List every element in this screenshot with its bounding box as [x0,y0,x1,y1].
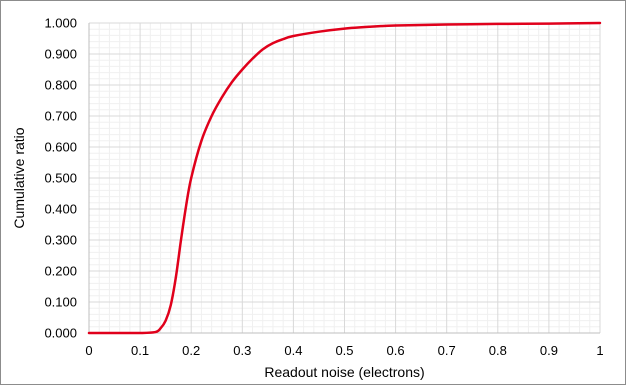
x-tick-label: 0.7 [438,343,456,358]
x-tick-label: 0.3 [233,343,251,358]
x-tick-label: 1 [596,343,603,358]
y-tick-label: 0.700 [44,109,77,124]
x-tick-label: 0.9 [540,343,558,358]
x-tick-label: 0.4 [284,343,302,358]
y-tick-label: 1.000 [44,16,77,31]
x-tick-label: 0.1 [131,343,149,358]
series-layer [87,21,602,335]
x-tick-label: 0.2 [182,343,200,358]
grid [89,22,601,333]
series-line-0 [87,21,602,335]
y-tick-label: 0.600 [44,140,77,155]
y-tick-label: 0.000 [44,326,77,341]
tick-labels: 0 0.1 0.2 0.3 0.4 0.5 0.6 0.7 0.8 0.9 1 0.000 0.100 0… [44,16,603,359]
x-tick-label: 0 [85,343,92,358]
y-tick-label: 0.100 [44,295,77,310]
x-tick-label: 0.5 [335,343,353,358]
x-axis-title: Readout noise (electrons) [264,364,424,380]
y-tick-label: 0.500 [44,171,77,186]
y-tick-label: 0.400 [44,202,77,217]
axes [88,23,600,334]
y-tick-label: 0.800 [44,78,77,93]
y-tick-label: 0.300 [44,233,77,248]
y-tick-label: 0.200 [44,264,77,279]
x-tick-label: 0.8 [489,343,507,358]
y-tick-label: 0.900 [44,47,77,62]
x-tick-label: 0.6 [387,343,405,358]
y-axis-title: Cumulative ratio [11,127,27,228]
